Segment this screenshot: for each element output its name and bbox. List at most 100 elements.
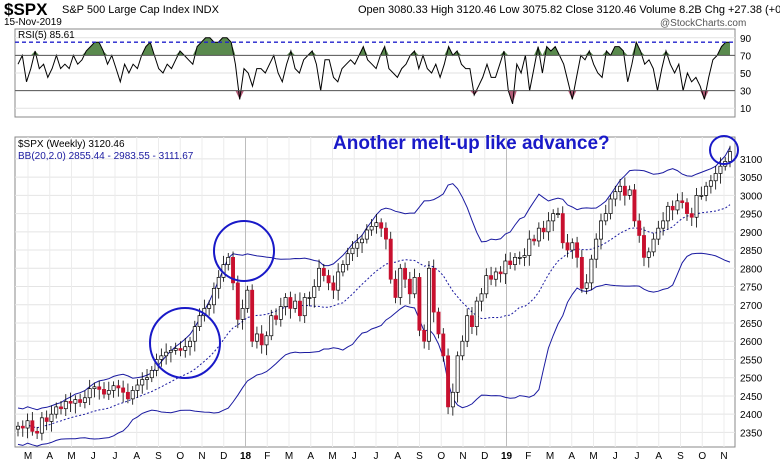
- x-tick-label: N: [459, 451, 466, 462]
- candle: [708, 174, 713, 194]
- candle-body: [618, 185, 623, 193]
- candle-body: [278, 306, 283, 320]
- price-tick-label: 2750: [740, 283, 763, 294]
- candle-body: [350, 247, 355, 255]
- candle-body: [231, 257, 235, 284]
- candle-body: [450, 391, 455, 408]
- candle-body: [622, 185, 627, 196]
- x-tick-label: S: [677, 451, 684, 462]
- symbol-name: S&P 500 Large Cap Index INDX: [62, 4, 219, 16]
- candle: [54, 402, 59, 419]
- bb-upper-band: [17, 147, 731, 411]
- candle: [20, 420, 25, 437]
- candle-body: [211, 288, 216, 306]
- candle-body: [302, 297, 307, 317]
- candle-body: [665, 205, 670, 222]
- candle: [278, 297, 283, 327]
- x-tick-label: A: [655, 451, 662, 462]
- rsi-line: [17, 37, 730, 104]
- candle-body: [508, 260, 513, 265]
- candle: [713, 166, 718, 190]
- candle-body: [130, 390, 135, 400]
- x-tick-label: A: [133, 451, 140, 462]
- x-tick-label: A: [568, 451, 575, 462]
- rsi-legend: RSI(5) 85.61: [18, 30, 75, 41]
- candle-body: [30, 420, 35, 432]
- candle: [97, 380, 102, 400]
- candle-body: [498, 271, 503, 275]
- chart-date: 15-Nov-2019: [4, 17, 62, 28]
- x-tick-label: O: [176, 451, 184, 462]
- candle: [675, 193, 680, 215]
- candle-body: [632, 189, 637, 222]
- candle: [584, 274, 589, 295]
- candle-body: [407, 278, 412, 295]
- candle: [503, 253, 508, 284]
- x-tick-label: F: [264, 451, 270, 462]
- candle: [16, 421, 20, 437]
- candle-body: [183, 346, 188, 351]
- candle: [283, 293, 288, 316]
- candle: [398, 263, 403, 305]
- candle-body: [646, 251, 651, 258]
- candle-body: [250, 289, 255, 342]
- candle: [145, 368, 149, 390]
- x-tick-label: D: [220, 451, 227, 462]
- candle-body: [59, 406, 63, 410]
- candle: [345, 247, 350, 271]
- candle: [360, 234, 365, 253]
- candle-body: [317, 267, 321, 287]
- candle: [216, 270, 221, 299]
- candle-body: [713, 173, 718, 182]
- candle: [178, 341, 183, 357]
- candle: [297, 292, 302, 322]
- candle-body: [44, 417, 49, 422]
- candle: [274, 308, 278, 326]
- x-tick-label: N: [720, 451, 727, 462]
- candle: [59, 401, 63, 415]
- candle-body: [704, 185, 709, 196]
- candle: [665, 201, 670, 230]
- candle: [642, 226, 646, 267]
- x-tick-label: M: [67, 451, 75, 462]
- candle-body: [441, 333, 446, 357]
- candle-body: [364, 229, 369, 240]
- candle: [350, 240, 355, 261]
- candle: [546, 212, 551, 241]
- candle-body: [670, 205, 675, 211]
- candle: [125, 383, 130, 404]
- candle: [355, 234, 360, 257]
- candle: [661, 212, 666, 236]
- x-tick-label: J: [613, 451, 618, 462]
- candle: [699, 186, 704, 200]
- candle: [560, 206, 565, 249]
- candle-body: [121, 387, 126, 393]
- candle-body: [336, 271, 341, 291]
- bb-lower-band: [17, 252, 731, 447]
- x-tick-label: M: [546, 451, 554, 462]
- candle: [689, 207, 694, 226]
- candle-body: [379, 222, 384, 229]
- x-tick-label: J: [635, 451, 640, 462]
- candle: [656, 220, 661, 245]
- price-tick-label: 2950: [740, 210, 763, 221]
- price-tick-label: 2400: [740, 410, 763, 421]
- candle: [235, 275, 240, 329]
- candle-body: [560, 213, 565, 244]
- candle-body: [694, 195, 699, 218]
- price-tick-label: 2600: [740, 337, 763, 348]
- candle: [364, 224, 369, 244]
- candle-body: [627, 189, 632, 196]
- candle: [68, 392, 73, 412]
- ohlc-summary: Open 3080.33 High 3120.46 Low 3075.82 Cl…: [358, 4, 780, 16]
- candle: [102, 382, 106, 399]
- candle-body: [708, 180, 713, 187]
- candle: [541, 220, 546, 240]
- x-tick-label: M: [24, 451, 32, 462]
- bollinger-legend: BB(20,2.0) 2855.44 - 2983.55 - 3111.67: [18, 151, 194, 162]
- candle-body: [283, 297, 288, 307]
- candle: [173, 342, 178, 355]
- candle-body: [369, 226, 374, 231]
- candle: [121, 380, 126, 403]
- candle: [369, 219, 374, 236]
